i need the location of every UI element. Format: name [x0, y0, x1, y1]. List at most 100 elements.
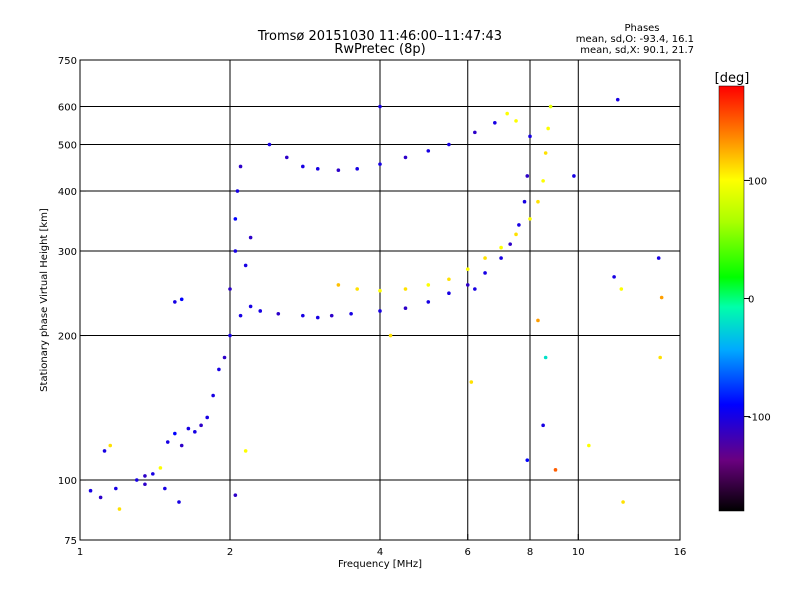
echo-point	[525, 174, 530, 178]
x-tick-label: 16	[674, 547, 687, 558]
echo-point	[403, 155, 408, 160]
chart-title: Tromsø 20151030 11:46:00–11:47:43	[257, 29, 502, 44]
echo-point	[465, 267, 470, 271]
echo-point	[165, 440, 170, 444]
echo-point	[114, 486, 118, 491]
echo-point	[483, 256, 487, 260]
echo-point	[151, 472, 155, 476]
echo-point	[447, 277, 451, 282]
echo-point	[134, 478, 139, 482]
echo-point	[541, 423, 545, 428]
x-tick-label: 10	[572, 547, 585, 558]
echo-point	[572, 174, 576, 178]
echo-point	[587, 443, 591, 448]
chart-subtitle: RwPretec (8p)	[334, 42, 425, 57]
echo-point	[233, 493, 238, 497]
echo-point	[258, 309, 263, 313]
echo-point	[546, 126, 550, 131]
echo-point	[222, 355, 227, 360]
echo-point	[615, 97, 620, 102]
y-tick-label: 750	[58, 56, 77, 67]
echo-point	[447, 291, 451, 296]
echo-point	[301, 164, 305, 169]
echo-point	[143, 474, 147, 478]
echo-point	[465, 283, 470, 287]
x-tick-label: 8	[527, 547, 533, 558]
echo-point	[536, 318, 540, 323]
echo-point	[525, 458, 530, 462]
echo-point	[243, 449, 248, 453]
echo-point	[505, 111, 509, 116]
echo-point	[243, 263, 248, 268]
echo-point	[248, 304, 253, 309]
echo-point	[301, 313, 305, 318]
echo-point	[336, 283, 341, 287]
echo-point	[117, 507, 122, 511]
echo-point	[248, 235, 253, 240]
echo-point	[336, 168, 341, 173]
echo-point	[177, 500, 181, 504]
echo-point	[238, 313, 243, 318]
echo-point	[235, 189, 240, 193]
y-tick-label: 75	[64, 536, 77, 547]
x-axis-label: Frequency [MHz]	[338, 559, 422, 570]
phases-title: Phases	[624, 23, 659, 34]
echo-point	[499, 245, 503, 250]
x-tick-label: 1	[77, 547, 83, 558]
echo-point	[108, 443, 113, 448]
echo-point	[378, 288, 382, 293]
echo-point	[228, 287, 232, 291]
echo-point	[173, 431, 177, 436]
y-tick-label: 500	[58, 141, 77, 152]
x-tick-label: 2	[227, 547, 233, 558]
echo-point	[548, 104, 553, 109]
echo-point	[98, 495, 103, 500]
echo-point	[536, 199, 540, 204]
echo-point	[612, 275, 616, 279]
echo-point	[543, 151, 548, 155]
echo-point	[388, 333, 393, 338]
echo-point	[426, 300, 431, 304]
echo-point	[403, 306, 408, 311]
echo-point	[656, 256, 661, 260]
echo-point	[158, 466, 163, 470]
echo-point	[403, 287, 408, 291]
echo-point	[186, 426, 191, 431]
y-axis-label: Stationary phase Virtual Height [km]	[39, 208, 50, 392]
echo-point	[238, 164, 243, 169]
echo-point	[355, 287, 359, 291]
echo-point	[514, 119, 518, 123]
y-tick-label: 300	[58, 247, 77, 258]
echo-point	[473, 287, 477, 291]
echo-point	[426, 149, 431, 153]
echo-point	[528, 134, 532, 139]
echo-point	[315, 315, 320, 320]
echo-point	[205, 415, 209, 420]
echo-point	[276, 311, 281, 316]
echo-point	[228, 333, 232, 338]
x-tick-label: 6	[465, 547, 471, 558]
echo-point	[179, 443, 184, 448]
echo-point	[102, 449, 107, 453]
echo-point	[233, 249, 238, 253]
echo-point	[211, 393, 215, 398]
echo-point	[284, 155, 289, 160]
echo-point	[473, 130, 477, 135]
y-tick-label: 400	[58, 187, 77, 198]
x-tick-label: 4	[377, 547, 383, 558]
echo-point	[217, 367, 221, 372]
echo-point	[541, 179, 545, 183]
echo-point	[483, 271, 487, 275]
axis-ticks: 1 2 4 6 8 10 16 75 100 200 300 400 500 600 750	[58, 56, 686, 558]
colorbar-ticks: 100 0 -100	[744, 176, 771, 424]
echo-point	[199, 423, 203, 428]
echo-points	[88, 97, 664, 511]
echo-point	[447, 142, 451, 147]
y-tick-label: 100	[58, 476, 77, 487]
echo-point	[193, 430, 197, 434]
echo-point	[517, 223, 521, 227]
colorbar	[718, 85, 745, 512]
echo-point	[508, 242, 512, 246]
echo-point	[349, 311, 353, 316]
